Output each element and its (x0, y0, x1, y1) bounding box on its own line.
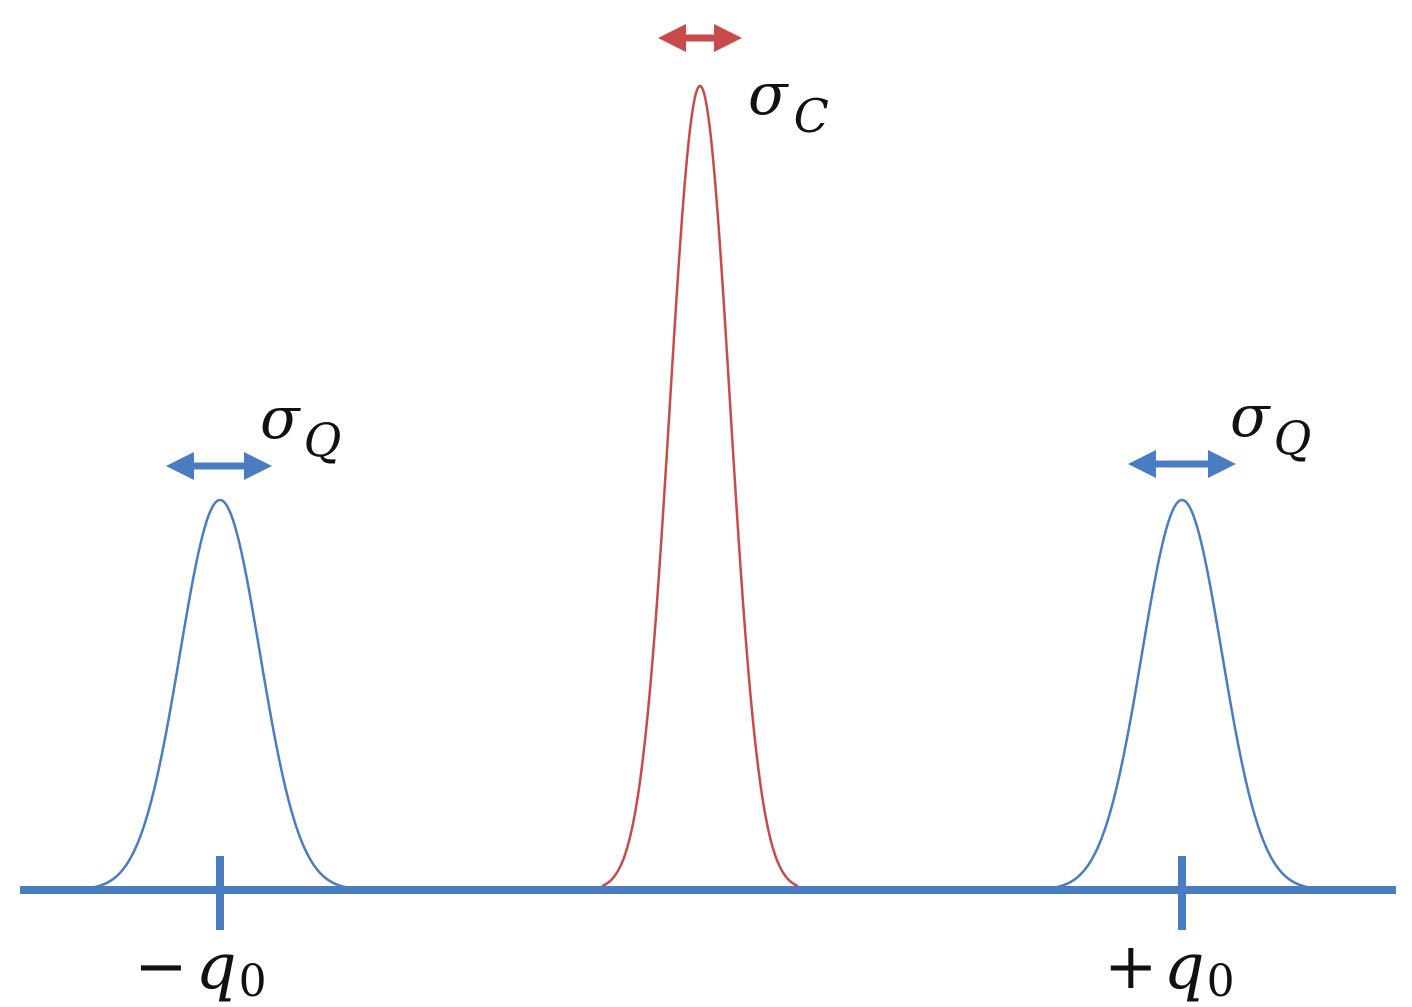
label-sigma-q-left: σQ (260, 384, 341, 467)
quantum-peak-right (1041, 498, 1323, 891)
quantum-peak-left (79, 498, 361, 891)
label-plus-q0: +q0 (1104, 930, 1235, 1007)
classical-peak-center (601, 84, 799, 888)
label-minus-q0: − q0 (134, 930, 267, 1007)
label-sigma-q-right: σQ (1230, 382, 1311, 465)
